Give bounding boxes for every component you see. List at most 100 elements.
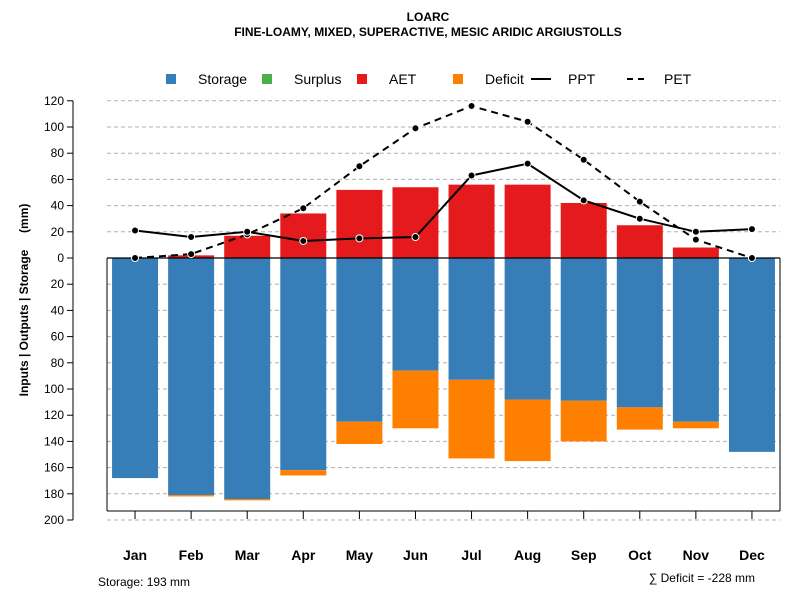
storage-bar-feb — [168, 258, 215, 496]
x-tick-label-sep: Sep — [571, 547, 597, 563]
pet-line — [134, 104, 753, 259]
legend-label-surplus: Surplus — [294, 71, 341, 87]
pet-point-aug — [523, 117, 532, 126]
x-tick-label-dec: Dec — [739, 547, 765, 563]
y-tick-label-down-180: 180 — [44, 487, 64, 501]
ppt-line — [134, 162, 753, 242]
chart-title: LOARC — [407, 10, 450, 24]
pet-point-feb — [187, 250, 196, 259]
y-tick-label-up-120: 120 — [44, 94, 64, 108]
storage-bar-sep — [560, 258, 607, 401]
ppt-point-jun — [411, 233, 420, 242]
deficit-bar-oct — [616, 407, 663, 430]
gridlines — [107, 100, 780, 521]
aet-bar-nov — [672, 247, 719, 258]
ppt-point-mar — [243, 227, 252, 236]
chart-subtitle: FINE-LOAMY, MIXED, SUPERACTIVE, MESIC AR… — [234, 25, 622, 39]
deficit-note: ∑ Deficit = -228 mm — [649, 571, 755, 585]
y-tick-label-down-140: 140 — [44, 434, 64, 448]
y-tick-label-up-40: 40 — [51, 199, 65, 213]
legend-swatch-surplus — [262, 74, 272, 84]
storage-bar-jan — [112, 258, 159, 479]
y-tick-label-down-100: 100 — [44, 382, 64, 396]
y-tick-label-down-200: 200 — [44, 513, 64, 527]
ppt-point-nov — [691, 227, 700, 236]
x-tick-label-oct: Oct — [628, 547, 652, 563]
pet-point-sep — [579, 155, 588, 164]
storage-bar-jun — [392, 258, 439, 371]
deficit-bar-feb — [168, 495, 215, 497]
x-tick-label-feb: Feb — [179, 547, 204, 563]
storage-note: Storage: 193 mm — [98, 575, 190, 589]
pet-point-jul — [467, 102, 476, 111]
storage-bar-may — [336, 258, 383, 422]
storage-bar-apr — [280, 258, 327, 471]
storage-bar-dec — [728, 258, 775, 452]
y-tick-label-down-60: 60 — [51, 330, 65, 344]
x-tick-label-jun: Jun — [403, 547, 428, 563]
y-tick-label-down-80: 80 — [51, 356, 65, 370]
x-tick-label-jul: Jul — [461, 547, 481, 563]
deficit-bar-aug — [504, 399, 551, 462]
legend-label-pet: PET — [664, 71, 692, 87]
pet-point-oct — [635, 197, 644, 206]
storage-bar-mar — [224, 258, 271, 500]
storage-bar-jul — [448, 258, 495, 380]
deficit-bar-jun — [392, 370, 439, 429]
ppt-point-sep — [579, 196, 588, 205]
storage-bar-nov — [672, 258, 719, 422]
x-tick-label-aug: Aug — [514, 547, 541, 563]
x-tick-label-mar: Mar — [235, 547, 260, 563]
pet-point-apr — [299, 204, 308, 213]
y-axis-label: Inputs | Outputs | Storage (mm) — [17, 204, 31, 397]
ppt-point-feb — [187, 233, 196, 242]
aet-bar-oct — [616, 225, 663, 258]
deficit-bar-nov — [672, 421, 719, 429]
ppt-point-may — [355, 234, 364, 243]
storage-bar-oct — [616, 258, 663, 408]
legend-label-storage: Storage — [198, 71, 247, 87]
aet-bar-jun — [392, 187, 439, 258]
y-tick-label-up-20: 20 — [51, 225, 65, 239]
ppt-point-jan — [131, 226, 140, 235]
legend-swatch-aet — [357, 74, 367, 84]
storage-bar-aug — [504, 258, 551, 400]
legend-label-ppt: PPT — [568, 71, 596, 87]
x-tick-label-apr: Apr — [291, 547, 316, 563]
aet-bar-may — [336, 189, 383, 258]
aet-bar-mar — [224, 235, 271, 258]
legend-swatch-deficit — [453, 74, 463, 84]
x-tick-label-nov: Nov — [683, 547, 710, 563]
y-tick-label-up-80: 80 — [51, 146, 65, 160]
axes: 0 20 40 60 80 100 120 20 40 60 80 100 120 140 160 180 20… — [44, 94, 781, 563]
ppt-point-oct — [635, 214, 644, 223]
y-tick-label-down-160: 160 — [44, 461, 64, 475]
ppt-point-aug — [523, 159, 532, 168]
pet-point-jun — [411, 124, 420, 133]
deficit-bar-apr — [280, 470, 327, 476]
ppt-point-dec — [747, 225, 756, 234]
pet-point-nov — [691, 235, 700, 244]
y-tick-label-down-40: 40 — [51, 303, 65, 317]
bars — [112, 184, 775, 501]
aet-bar-sep — [560, 202, 607, 258]
pet-point-dec — [747, 254, 756, 262]
x-tick-label-jan: Jan — [123, 547, 147, 563]
deficit-bar-mar — [224, 499, 271, 501]
aet-bar-aug — [504, 184, 551, 258]
deficit-bar-sep — [560, 400, 607, 442]
y-tick-label-up-60: 60 — [51, 172, 65, 186]
legend-label-deficit: Deficit — [485, 71, 524, 87]
lines — [131, 102, 756, 262]
deficit-bar-jul — [448, 379, 495, 459]
aet-bar-apr — [280, 213, 327, 258]
ppt-point-jul — [467, 171, 476, 180]
y-tick-label-down-120: 120 — [44, 408, 64, 422]
ppt-point-apr — [299, 236, 308, 245]
legend-label-aet: AET — [389, 71, 417, 87]
pet-point-may — [355, 162, 364, 171]
legend-swatch-storage — [166, 74, 176, 84]
legend: Storage Surplus AET Deficit PPT PET — [166, 71, 692, 87]
y-tick-label-up-0: 0 — [57, 251, 64, 265]
